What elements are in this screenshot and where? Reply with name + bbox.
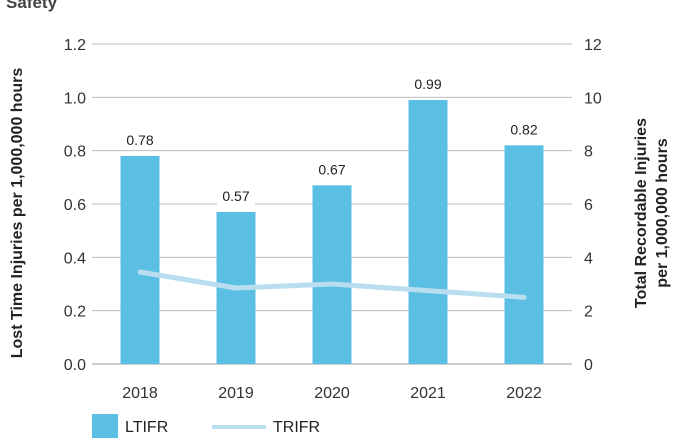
data-label-bg (409, 73, 447, 93)
legend-swatch-ltifr (92, 414, 118, 438)
y2-tick-label: 6 (584, 197, 593, 214)
y2-tick-label: 2 (584, 304, 593, 321)
y-tick-label: 0.2 (64, 304, 86, 321)
y2-tick-label: 4 (584, 250, 593, 267)
bar-ltifr (120, 156, 160, 364)
data-label: 0.78 (126, 132, 153, 148)
y-tick-label: 1.2 (64, 37, 86, 54)
data-label-bg (505, 118, 543, 139)
y-tick-label: 0.4 (64, 250, 86, 267)
data-label-bg (121, 129, 159, 149)
y-axis-label: Lost Time Injuries per 1,000,000 hours (9, 68, 26, 359)
y2-tick-label: 8 (584, 144, 593, 161)
x-tick-label: 2022 (506, 385, 542, 402)
y2-tick-label: 0 (584, 357, 593, 374)
y2-tick-label: 10 (584, 90, 602, 107)
chart-title: Safety (6, 0, 58, 12)
y-tick-label: 0.6 (64, 197, 86, 214)
left-axis-ticks: 0.0 0.2 0.4 0.6 0.8 1.0 1.2 (64, 37, 86, 374)
legend: LTIFR TRIFR (92, 414, 320, 438)
trifr-line (137, 269, 527, 300)
right-axis-ticks: 0 2 4 6 8 10 12 (584, 37, 602, 374)
trifr-line-group (137, 269, 527, 300)
y2-tick-label: 12 (584, 37, 602, 54)
y-tick-label: 0.8 (64, 144, 86, 161)
x-tick-label: 2020 (314, 385, 350, 402)
data-label: 0.82 (510, 121, 537, 137)
y2-axis-label-line2: per 1,000,000 hours (654, 138, 671, 288)
x-axis-ticks: 2018 2019 2020 2021 2022 (122, 385, 542, 402)
y-tick-label: 1.0 (64, 90, 86, 107)
bar-ltifr (504, 145, 544, 364)
data-label-bg (313, 158, 351, 179)
bars: 0.78 0.57 0.67 0.99 0.82 (120, 73, 544, 364)
bar-ltifr (408, 100, 448, 364)
y-tick-label: 0.0 (64, 357, 86, 374)
data-label: 0.57 (222, 188, 249, 204)
legend-label-ltifr: LTIFR (125, 419, 168, 436)
bar-ltifr (312, 185, 352, 364)
x-tick-label: 2021 (410, 385, 446, 402)
x-tick-label: 2018 (122, 385, 158, 402)
data-label-bg (217, 185, 255, 205)
y2-axis-label-line1: Total Recordable Injuries (633, 118, 650, 308)
x-tick-label: 2019 (218, 385, 254, 402)
data-label: 0.67 (318, 161, 345, 177)
data-label: 0.99 (414, 76, 441, 92)
legend-label-trifr: TRIFR (273, 419, 320, 436)
